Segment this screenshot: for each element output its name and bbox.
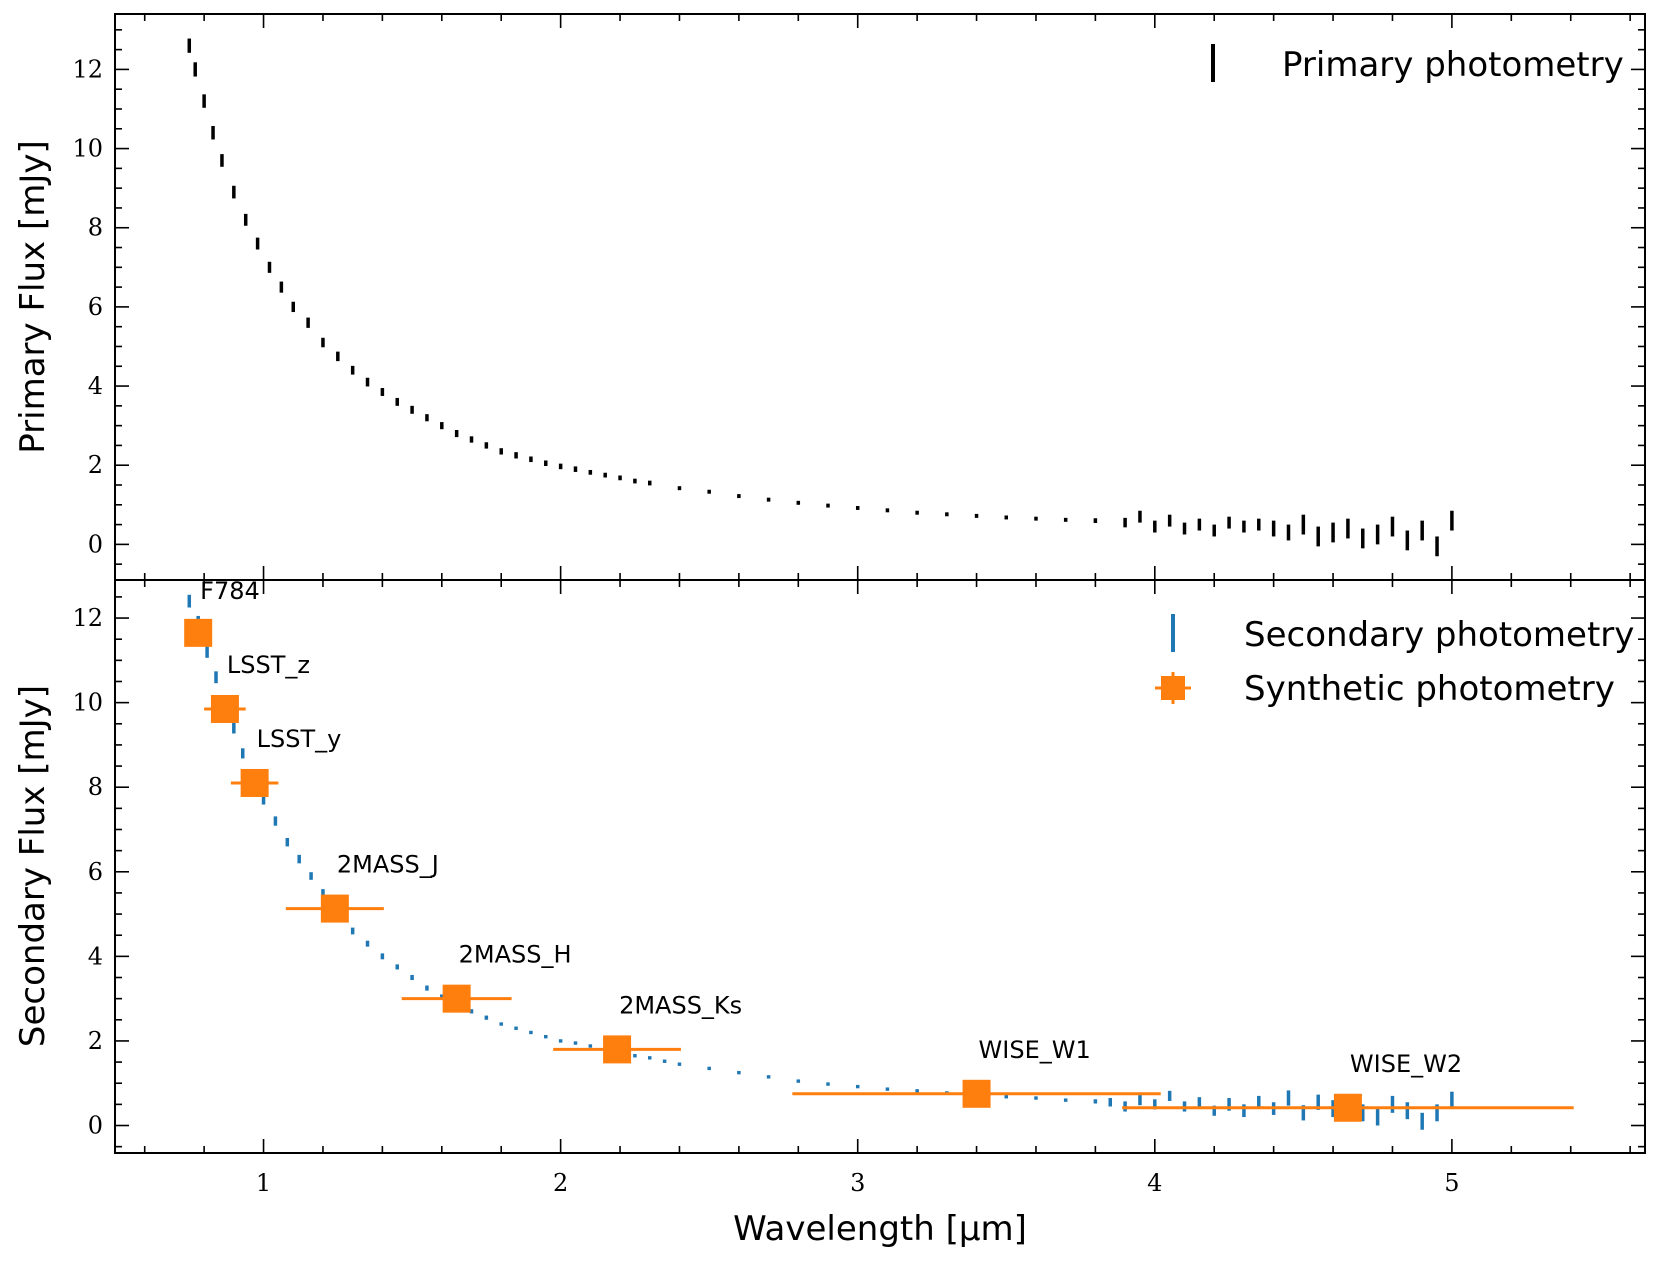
synthetic-photometry-point xyxy=(603,1035,632,1064)
y-tick-label: 4 xyxy=(88,942,103,970)
filter-label: 2MASS_Ks xyxy=(619,991,742,1019)
y-tick-label: 2 xyxy=(88,451,103,479)
y-tick-label: 4 xyxy=(88,372,103,400)
y-tick-label: 8 xyxy=(88,773,103,801)
y-tick-label: 12 xyxy=(72,55,103,83)
synthetic-photometry-point xyxy=(184,618,213,647)
filter-label: LSST_z xyxy=(227,651,310,679)
primary-y-axis-label: Primary Flux [mJy] xyxy=(13,140,53,453)
y-tick-label: 10 xyxy=(72,135,103,163)
y-tick-label: 0 xyxy=(88,1112,103,1140)
x-tick-label: 4 xyxy=(1147,1169,1162,1197)
filter-label: F784 xyxy=(200,577,260,605)
primary-data-layer xyxy=(187,38,1454,557)
legend-label-secondary: Secondary photometry xyxy=(1244,615,1634,655)
x-tick-label: 3 xyxy=(850,1169,865,1197)
legend-marker-synthetic-square xyxy=(1161,676,1185,700)
synthetic-photometry-point xyxy=(320,894,349,923)
y-tick-label: 2 xyxy=(88,1027,103,1055)
synthetic-photometry-layer: F784 LSST_z LSST_y 2MASS_J 2MASS_H 2MASS_Ks WI… xyxy=(184,577,1574,1122)
synthetic-photometry-point xyxy=(442,984,471,1013)
filter-label: WISE_W1 xyxy=(979,1036,1091,1064)
legend-label-primary: Primary photometry xyxy=(1282,45,1624,85)
filter-label: 2MASS_H xyxy=(459,941,572,969)
filter-label: LSST_y xyxy=(257,725,342,753)
primary-ticks: 0 2 4 6 8 10 12 xyxy=(72,14,1645,580)
secondary-panel: F784 LSST_z LSST_y 2MASS_J 2MASS_H 2MASS_Ks WI… xyxy=(13,577,1646,1249)
secondary-y-axis-label: Secondary Flux [mJy] xyxy=(13,685,53,1047)
y-tick-label: 6 xyxy=(88,858,103,886)
x-tick-label: 2 xyxy=(553,1169,568,1197)
x-tick-label: 5 xyxy=(1444,1169,1459,1197)
x-tick-label: 1 xyxy=(256,1169,271,1197)
synthetic-photometry-point xyxy=(210,694,239,723)
filter-label: 2MASS_J xyxy=(337,851,439,879)
y-tick-label: 10 xyxy=(72,689,103,717)
y-tick-label: 8 xyxy=(88,214,103,242)
filter-label: WISE_W2 xyxy=(1350,1050,1462,1078)
synthetic-photometry-point xyxy=(240,768,269,797)
synthetic-photometry-point xyxy=(962,1079,991,1108)
x-axis-label: Wavelength [μm] xyxy=(733,1209,1027,1249)
y-tick-label: 0 xyxy=(88,530,103,558)
y-tick-label: 6 xyxy=(88,293,103,321)
legend-label-synthetic: Synthetic photometry xyxy=(1244,669,1615,709)
secondary-legend: Secondary photometry Synthetic photometr… xyxy=(1155,614,1634,709)
primary-legend: Primary photometry xyxy=(1211,44,1624,85)
synthetic-photometry-point xyxy=(1333,1093,1362,1122)
secondary-plot-frame xyxy=(114,579,1646,1154)
y-tick-label: 12 xyxy=(72,604,103,632)
